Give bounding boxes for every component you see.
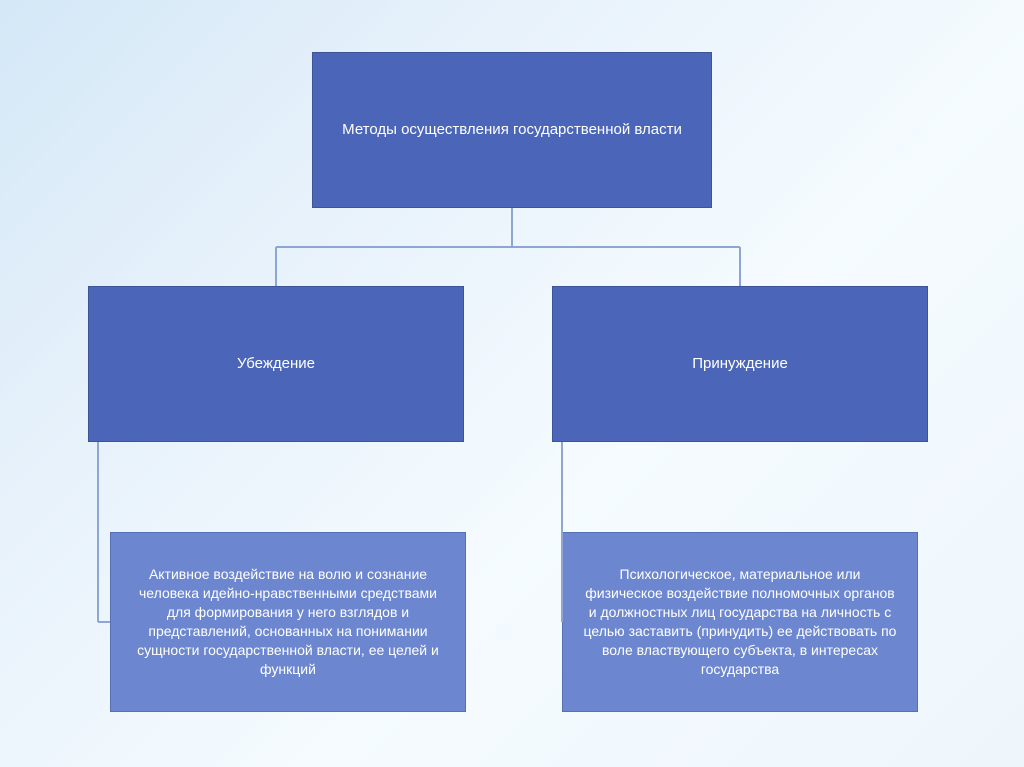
connector-left-down <box>97 442 99 622</box>
node-root: Методы осуществления государственной вла… <box>312 52 712 208</box>
connector-to-right-mid <box>739 247 741 286</box>
node-right-mid: Принуждение <box>552 286 928 442</box>
node-right-leaf: Психологическое, материальное или физиче… <box>562 532 918 712</box>
node-left-leaf: Активное воздействие на волю и сознание … <box>110 532 466 712</box>
connector-left-across <box>98 621 110 623</box>
connector-root-horizontal <box>276 246 740 248</box>
connector-root-down <box>511 208 513 247</box>
connector-to-left-mid <box>275 247 277 286</box>
node-left-mid: Убеждение <box>88 286 464 442</box>
connector-right-down <box>561 442 563 622</box>
